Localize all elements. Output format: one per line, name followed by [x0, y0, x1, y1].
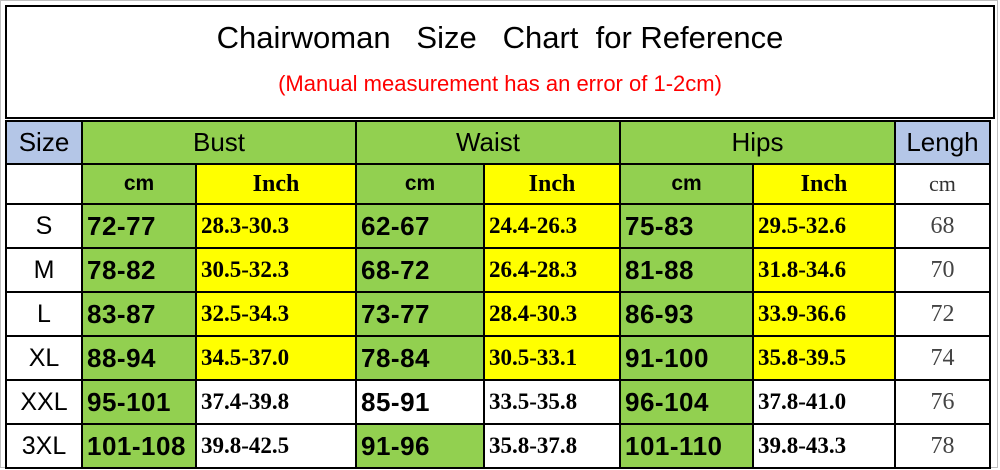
- waist-cm-unit: cm: [355, 163, 485, 205]
- bust-inch-cell: 39.8-42.5: [195, 423, 357, 469]
- bust-cm-cell: 78-82: [81, 247, 197, 293]
- waist-cm-cell: 85-91: [355, 379, 485, 425]
- hips-cm-cell: 96-104: [619, 379, 754, 425]
- waist-cm-cell: 62-67: [355, 203, 485, 249]
- hips-inch-cell: 35.8-39.5: [752, 335, 896, 381]
- bust-cm-cell: 95-101: [81, 379, 197, 425]
- bust-inch-cell: 34.5-37.0: [195, 335, 357, 381]
- size-cell: XXL: [5, 379, 83, 425]
- length-header: Lengh: [894, 120, 991, 165]
- hips-inch-unit: Inch: [752, 163, 896, 205]
- bust-cm-cell: 101-108: [81, 423, 197, 469]
- waist-cm-cell: 91-96: [355, 423, 485, 469]
- length-cell: 72: [894, 291, 991, 337]
- size-cell: S: [5, 203, 83, 249]
- hips-inch-cell: 31.8-34.6: [752, 247, 896, 293]
- waist-cm-cell: 78-84: [355, 335, 485, 381]
- size-cell: XL: [5, 335, 83, 381]
- bust-inch-unit: Inch: [195, 163, 357, 205]
- hips-cm-unit: cm: [619, 163, 754, 205]
- size-chart-table: Size Bust Waist Hips Lengh cm Inch cm In…: [5, 120, 991, 469]
- table-row: L 83-87 32.5-34.3 73-77 28.4-30.3 86-93 …: [5, 291, 991, 337]
- bust-inch-cell: 37.4-39.8: [195, 379, 357, 425]
- bust-header: Bust: [81, 120, 357, 165]
- length-cell: 68: [894, 203, 991, 249]
- length-cell: 74: [894, 335, 991, 381]
- bust-inch-cell: 32.5-34.3: [195, 291, 357, 337]
- bust-inch-cell: 28.3-30.3: [195, 203, 357, 249]
- title-box: Chairwoman Size Chart for Reference (Man…: [5, 5, 995, 119]
- table-row: M 78-82 30.5-32.3 68-72 26.4-28.3 81-88 …: [5, 247, 991, 293]
- hips-cm-cell: 86-93: [619, 291, 754, 337]
- hips-cm-cell: 91-100: [619, 335, 754, 381]
- unit-row: cm Inch cm Inch cm Inch cm: [5, 163, 991, 205]
- size-cell: M: [5, 247, 83, 293]
- hips-inch-cell: 39.8-43.3: [752, 423, 896, 469]
- bust-cm-unit: cm: [81, 163, 197, 205]
- length-cell: 70: [894, 247, 991, 293]
- waist-inch-cell: 30.5-33.1: [483, 335, 621, 381]
- size-cell: L: [5, 291, 83, 337]
- bust-cm-cell: 83-87: [81, 291, 197, 337]
- hips-cm-cell: 101-110: [619, 423, 754, 469]
- size-header: Size: [5, 120, 83, 165]
- length-cell: 78: [894, 423, 991, 469]
- waist-cm-cell: 73-77: [355, 291, 485, 337]
- measurement-note: (Manual measurement has an error of 1-2c…: [278, 71, 722, 96]
- hips-header: Hips: [619, 120, 896, 165]
- length-cm-unit: cm: [894, 163, 991, 205]
- hips-inch-cell: 33.9-36.6: [752, 291, 896, 337]
- bust-cm-cell: 72-77: [81, 203, 197, 249]
- length-cell: 76: [894, 379, 991, 425]
- unit-blank-cell: [5, 163, 83, 205]
- table-row: XXL 95-101 37.4-39.8 85-91 33.5-35.8 96-…: [5, 379, 991, 425]
- hips-cm-cell: 81-88: [619, 247, 754, 293]
- waist-inch-cell: 28.4-30.3: [483, 291, 621, 337]
- hips-inch-cell: 37.8-41.0: [752, 379, 896, 425]
- waist-inch-cell: 24.4-26.3: [483, 203, 621, 249]
- bust-inch-cell: 30.5-32.3: [195, 247, 357, 293]
- waist-inch-unit: Inch: [483, 163, 621, 205]
- bust-cm-cell: 88-94: [81, 335, 197, 381]
- hips-inch-cell: 29.5-32.6: [752, 203, 896, 249]
- table-row: XL 88-94 34.5-37.0 78-84 30.5-33.1 91-10…: [5, 335, 991, 381]
- waist-inch-cell: 33.5-35.8: [483, 379, 621, 425]
- table-row: S 72-77 28.3-30.3 62-67 24.4-26.3 75-83 …: [5, 203, 991, 249]
- hips-cm-cell: 75-83: [619, 203, 754, 249]
- waist-header: Waist: [355, 120, 621, 165]
- size-cell: 3XL: [5, 423, 83, 469]
- waist-inch-cell: 35.8-37.8: [483, 423, 621, 469]
- chart-title: Chairwoman Size Chart for Reference: [216, 20, 784, 55]
- waist-inch-cell: 26.4-28.3: [483, 247, 621, 293]
- table-row: 3XL 101-108 39.8-42.5 91-96 35.8-37.8 10…: [5, 423, 991, 469]
- header-row: Size Bust Waist Hips Lengh: [5, 120, 991, 165]
- waist-cm-cell: 68-72: [355, 247, 485, 293]
